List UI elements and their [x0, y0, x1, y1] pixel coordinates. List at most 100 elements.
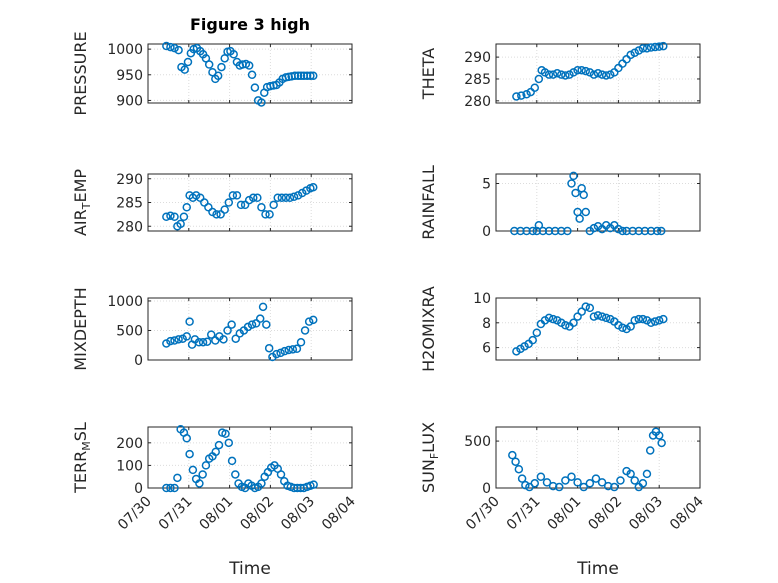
data-point	[174, 45, 183, 55]
x-tick-label: 08/02	[585, 494, 625, 534]
y-tick-label: 200	[116, 436, 143, 452]
data-point	[536, 472, 546, 481]
data-point	[548, 70, 558, 79]
x-tick-label: 07/30	[115, 494, 155, 534]
data-point	[296, 338, 306, 347]
data-point	[521, 480, 530, 490]
data-point	[231, 470, 240, 479]
data-point	[638, 479, 648, 488]
data-point	[534, 221, 544, 230]
y-tick-label: 950	[116, 68, 143, 84]
data-point	[569, 318, 578, 328]
data-point	[185, 317, 194, 326]
y-tick-label: 0	[482, 481, 491, 497]
y-axis-label: TERRMSL	[71, 422, 93, 494]
data-point	[219, 335, 228, 344]
data-point	[292, 344, 302, 354]
y-tick-label: 0	[134, 481, 143, 497]
data-point	[162, 41, 171, 51]
data-point	[176, 219, 185, 229]
y-tick-label: 0	[134, 353, 143, 369]
y-tick-label: 285	[464, 72, 491, 88]
y-axis-label: PRESSURE	[71, 31, 90, 115]
axes-box	[495, 297, 701, 361]
data-point	[646, 226, 656, 236]
data-point	[640, 226, 650, 236]
data-point	[180, 65, 189, 74]
data-points	[510, 171, 666, 236]
data-point	[532, 328, 542, 337]
data-point	[166, 42, 175, 52]
data-point	[308, 183, 318, 192]
x-tick-label: 08/01	[197, 494, 237, 534]
data-point	[573, 65, 582, 75]
data-point	[585, 68, 595, 77]
x-axis-label: Time	[228, 559, 271, 579]
data-point	[170, 212, 179, 221]
gridlines	[147, 44, 353, 103]
data-point	[567, 472, 576, 481]
data-point	[544, 313, 554, 323]
data-point	[581, 302, 591, 311]
y-axis-label: H2OMIXRA	[419, 286, 438, 372]
data-point	[214, 440, 224, 450]
y-tick-label: 280	[464, 94, 491, 110]
data-point	[284, 345, 294, 355]
data-point	[244, 61, 254, 70]
data-point	[280, 346, 289, 356]
data-point	[273, 193, 282, 202]
y-tick-label: 100	[116, 458, 143, 474]
data-point	[528, 335, 537, 345]
data-point	[511, 457, 520, 466]
data-point	[517, 474, 527, 483]
data-point	[638, 44, 648, 53]
data-point	[162, 483, 171, 493]
data-point	[223, 326, 232, 335]
data-point	[264, 343, 274, 353]
data-point	[557, 226, 566, 236]
y-tick-label: 0	[482, 224, 491, 240]
data-point	[548, 314, 558, 324]
gridlines	[495, 427, 701, 489]
y-tick-label: 290	[116, 172, 143, 188]
data-point	[221, 429, 230, 439]
data-point	[656, 226, 666, 236]
data-point	[561, 476, 570, 485]
subplot-5: 0 500 1000 MIXDEPTH	[71, 287, 353, 371]
y-tick-label: 5	[482, 177, 491, 193]
data-point	[601, 71, 611, 80]
x-tick-label: 07/31	[156, 494, 196, 534]
data-point	[170, 483, 179, 493]
data-point	[514, 464, 524, 474]
x-tick-label: 07/30	[463, 494, 503, 534]
subplot-1: 900 950 1000 PRESSURE Figure 3 high	[71, 15, 353, 116]
data-point	[182, 434, 192, 443]
data-point	[618, 59, 627, 68]
data-point	[626, 50, 635, 60]
data-point	[204, 60, 214, 69]
axes-box	[495, 173, 701, 232]
data-points	[512, 302, 668, 356]
data-point	[642, 44, 652, 53]
x-tick-label: 07/31	[504, 494, 544, 534]
data-point	[575, 214, 584, 223]
data-point	[522, 90, 531, 99]
data-point	[240, 200, 250, 210]
data-point	[211, 336, 220, 345]
data-point	[544, 226, 554, 236]
data-point	[255, 314, 265, 323]
data-point	[630, 316, 639, 325]
data-point	[634, 314, 644, 324]
data-point	[585, 479, 595, 488]
data-point	[550, 226, 560, 236]
data-points	[162, 302, 318, 362]
data-point	[188, 465, 198, 475]
data-point	[198, 470, 207, 479]
data-point	[646, 318, 656, 328]
data-point	[257, 479, 266, 488]
data-point	[569, 68, 578, 77]
data-point	[544, 70, 554, 79]
subplot-4: 0 5 RAINFALL	[419, 165, 701, 240]
subplot-3: 280 285 290 AIRTEMP	[71, 169, 353, 236]
data-point	[557, 70, 566, 79]
